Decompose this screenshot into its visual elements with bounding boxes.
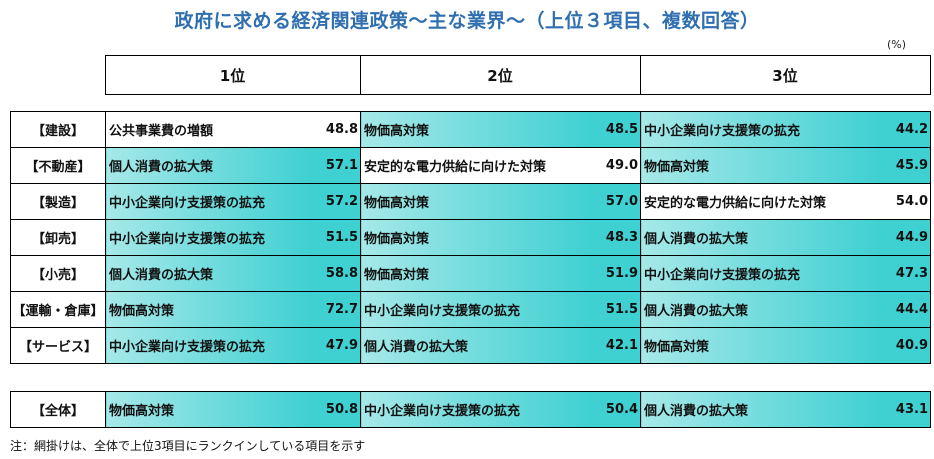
rank-1-value: 51.5 — [310, 219, 361, 256]
rank-3-item: 個人消費の拡大策 — [640, 291, 881, 328]
rank-1-value: 47.9 — [310, 327, 361, 364]
header-rank-2: 2位 — [359, 55, 641, 95]
category-label: 【製造】 — [10, 183, 106, 220]
rank-2-item: 個人消費の拡大策 — [360, 327, 591, 364]
rank-1-item: 個人消費の拡大策 — [105, 255, 311, 292]
rank-2-item: 物価高対策 — [360, 111, 591, 148]
rank-2-value: 42.1 — [590, 327, 641, 364]
rank-2-item: 中小企業向け支援策の拡充 — [360, 291, 591, 328]
rank-2-value: 48.5 — [590, 111, 641, 148]
rank-2-value: 51.9 — [590, 255, 641, 292]
rank-2-value: 49.0 — [590, 147, 641, 184]
table-row: 【製造】 中小企業向け支援策の拡充 57.2 物価高対策 57.0 安定的な電力供給に向け… — [10, 183, 931, 220]
rank-2-value: 51.5 — [590, 291, 641, 328]
rank-1-value: 72.7 — [310, 291, 361, 328]
rank-1-item: 中小企業向け支援策の拡充 — [105, 219, 311, 256]
rank-1-item: 物価高対策 — [105, 391, 311, 428]
rank-1-item: 物価高対策 — [105, 291, 311, 328]
total-table: 【全体】 物価高対策 50.8 中小企業向け支援策の拡充 50.4 個人消費の拡大策 43.… — [10, 391, 931, 428]
rank-2-item: 中小企業向け支援策の拡充 — [360, 391, 591, 428]
rank-1-item: 中小企業向け支援策の拡充 — [105, 183, 311, 220]
table-row: 【運輸・倉庫】 物価高対策 72.7 中小企業向け支援策の拡充 51.5 個人消費の拡大策… — [10, 291, 931, 328]
category-label: 【全体】 — [10, 391, 106, 428]
rank-3-value: 40.9 — [880, 327, 931, 364]
footnote: 注：網掛けは、全体で上位3項目にランクインしている項目を示す — [10, 439, 366, 453]
header-table: 1位 2位 3位 — [10, 55, 931, 95]
rank-3-value: 44.4 — [880, 291, 931, 328]
unit-label: (%) — [887, 38, 907, 51]
rank-1-value: 50.8 — [310, 391, 361, 428]
rank-1-item: 公共事業費の増額 — [105, 111, 311, 148]
rank-1-value: 57.2 — [310, 183, 361, 220]
rank-3-item: 物価高対策 — [640, 147, 881, 184]
header-rank-1: 1位 — [104, 55, 361, 95]
rank-3-value: 44.9 — [880, 219, 931, 256]
rank-1-item: 中小企業向け支援策の拡充 — [105, 327, 311, 364]
category-label: 【運輸・倉庫】 — [10, 291, 106, 328]
rank-3-value: 54.0 — [880, 183, 931, 220]
header-blank — [10, 56, 105, 95]
rank-3-item: 個人消費の拡大策 — [640, 219, 881, 256]
category-label: 【不動産】 — [10, 147, 106, 184]
rank-1-value: 58.8 — [310, 255, 361, 292]
table-row: 【建設】 公共事業費の増額 48.8 物価高対策 48.5 中小企業向け支援策の拡充 44.… — [10, 111, 931, 148]
rank-2-item: 物価高対策 — [360, 183, 591, 220]
rank-3-item: 物価高対策 — [640, 327, 881, 364]
rank-2-item: 物価高対策 — [360, 219, 591, 256]
rank-2-item: 物価高対策 — [360, 255, 591, 292]
table-row: 【小売】 個人消費の拡大策 58.8 物価高対策 51.9 中小企業向け支援策の拡充 47.… — [10, 255, 931, 292]
rank-3-value: 44.2 — [880, 111, 931, 148]
rank-1-value: 57.1 — [310, 147, 361, 184]
rank-2-value: 50.4 — [590, 391, 641, 428]
rank-3-value: 43.1 — [880, 391, 931, 428]
rank-3-item: 安定的な電力供給に向けた対策 — [640, 183, 881, 220]
table-row: 【サービス】 中小企業向け支援策の拡充 47.9 個人消費の拡大策 42.1 物価高対策 4… — [10, 327, 931, 364]
rank-3-item: 個人消費の拡大策 — [640, 391, 881, 428]
rank-1-item: 個人消費の拡大策 — [105, 147, 311, 184]
category-label: 【建設】 — [10, 111, 106, 148]
ranking-table: 【建設】 公共事業費の増額 48.8 物価高対策 48.5 中小企業向け支援策の拡充 44.… — [10, 111, 931, 364]
rank-3-value: 45.9 — [880, 147, 931, 184]
rank-2-item: 安定的な電力供給に向けた対策 — [360, 147, 591, 184]
rank-3-item: 中小企業向け支援策の拡充 — [640, 255, 881, 292]
category-label: 【卸売】 — [10, 219, 106, 256]
rank-3-item: 中小企業向け支援策の拡充 — [640, 111, 881, 148]
category-label: 【小売】 — [10, 255, 106, 292]
table-row: 【不動産】 個人消費の拡大策 57.1 安定的な電力供給に向けた対策 49.0 物価高対策… — [10, 147, 931, 184]
total-row: 【全体】 物価高対策 50.8 中小企業向け支援策の拡充 50.4 個人消費の拡大策 43.… — [10, 391, 931, 428]
rank-2-value: 57.0 — [590, 183, 641, 220]
rank-3-value: 47.3 — [880, 255, 931, 292]
category-label: 【サービス】 — [10, 327, 106, 364]
rank-2-value: 48.3 — [590, 219, 641, 256]
page-title: 政府に求める経済関連政策〜主な業界〜（上位３項目、複数回答） — [174, 10, 760, 32]
header-rank-3: 3位 — [639, 55, 931, 95]
table-row: 【卸売】 中小企業向け支援策の拡充 51.5 物価高対策 48.3 個人消費の拡大策 44.… — [10, 219, 931, 256]
rank-1-value: 48.8 — [310, 111, 361, 148]
